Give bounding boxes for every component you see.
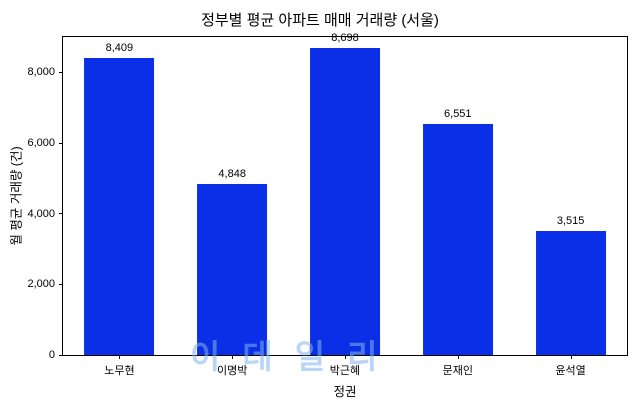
x-tick-mark xyxy=(232,355,234,359)
x-tick-mark xyxy=(344,355,346,359)
bar-slot: 4,848 이명박 xyxy=(176,37,289,377)
bar-value-label: 4,848 xyxy=(218,167,246,180)
bar-value-label: 8,409 xyxy=(105,41,134,54)
y-tick-mark xyxy=(59,354,63,356)
bar xyxy=(535,230,606,355)
bar xyxy=(310,47,380,355)
y-tick-label: 8,000 xyxy=(27,66,55,79)
bar-value-label: 8,698 xyxy=(331,31,359,44)
bar xyxy=(197,183,268,355)
x-tick-label: 문재인 xyxy=(442,365,473,377)
y-tick-mark xyxy=(59,142,63,144)
bar-value-label: 6,551 xyxy=(444,107,472,120)
y-tick-label: 2,000 xyxy=(27,278,55,291)
x-tick-mark xyxy=(457,355,459,359)
y-tick-label: 0 xyxy=(48,349,55,361)
bar xyxy=(422,123,493,355)
x-axis-label: 정권 xyxy=(333,385,357,399)
x-tick-mark xyxy=(119,355,121,359)
plot-area: 8,409 노무현 4,848 이명박 8,698 박근혜 6,551 문재인 3,515 윤석열… xyxy=(27,32,628,377)
y-tick-label: 4,000 xyxy=(27,207,55,220)
x-tick-label: 박근혜 xyxy=(329,365,361,377)
bar xyxy=(84,57,155,355)
bar-slot: 3,515 윤석열 xyxy=(514,37,627,377)
y-tick-mark xyxy=(59,213,63,215)
bar-value-label: 3,515 xyxy=(556,214,585,227)
x-tick-label: 윤석열 xyxy=(555,365,586,377)
y-axis-label: 월 평균 거래량 (건) xyxy=(9,146,24,246)
x-tick-label: 노무현 xyxy=(104,365,135,377)
bar-slot: 8,698 박근혜 xyxy=(289,32,402,377)
bar-slot: 6,551 문재인 xyxy=(401,37,514,377)
bar-slot: 8,409 노무현 xyxy=(63,37,176,377)
x-tick-label: 이명박 xyxy=(217,365,248,377)
y-tick-mark xyxy=(59,71,63,73)
y-tick-label: 6,000 xyxy=(27,137,55,150)
x-tick-mark xyxy=(570,355,572,359)
bars-container: 8,409 노무현 4,848 이명박 8,698 박근혜 6,551 문재인 3,515 윤석열 xyxy=(63,32,627,377)
y-tick-mark xyxy=(59,283,63,285)
chart-title: 정부별 평균 아파트 매매 거래량 (서울) xyxy=(201,12,439,29)
